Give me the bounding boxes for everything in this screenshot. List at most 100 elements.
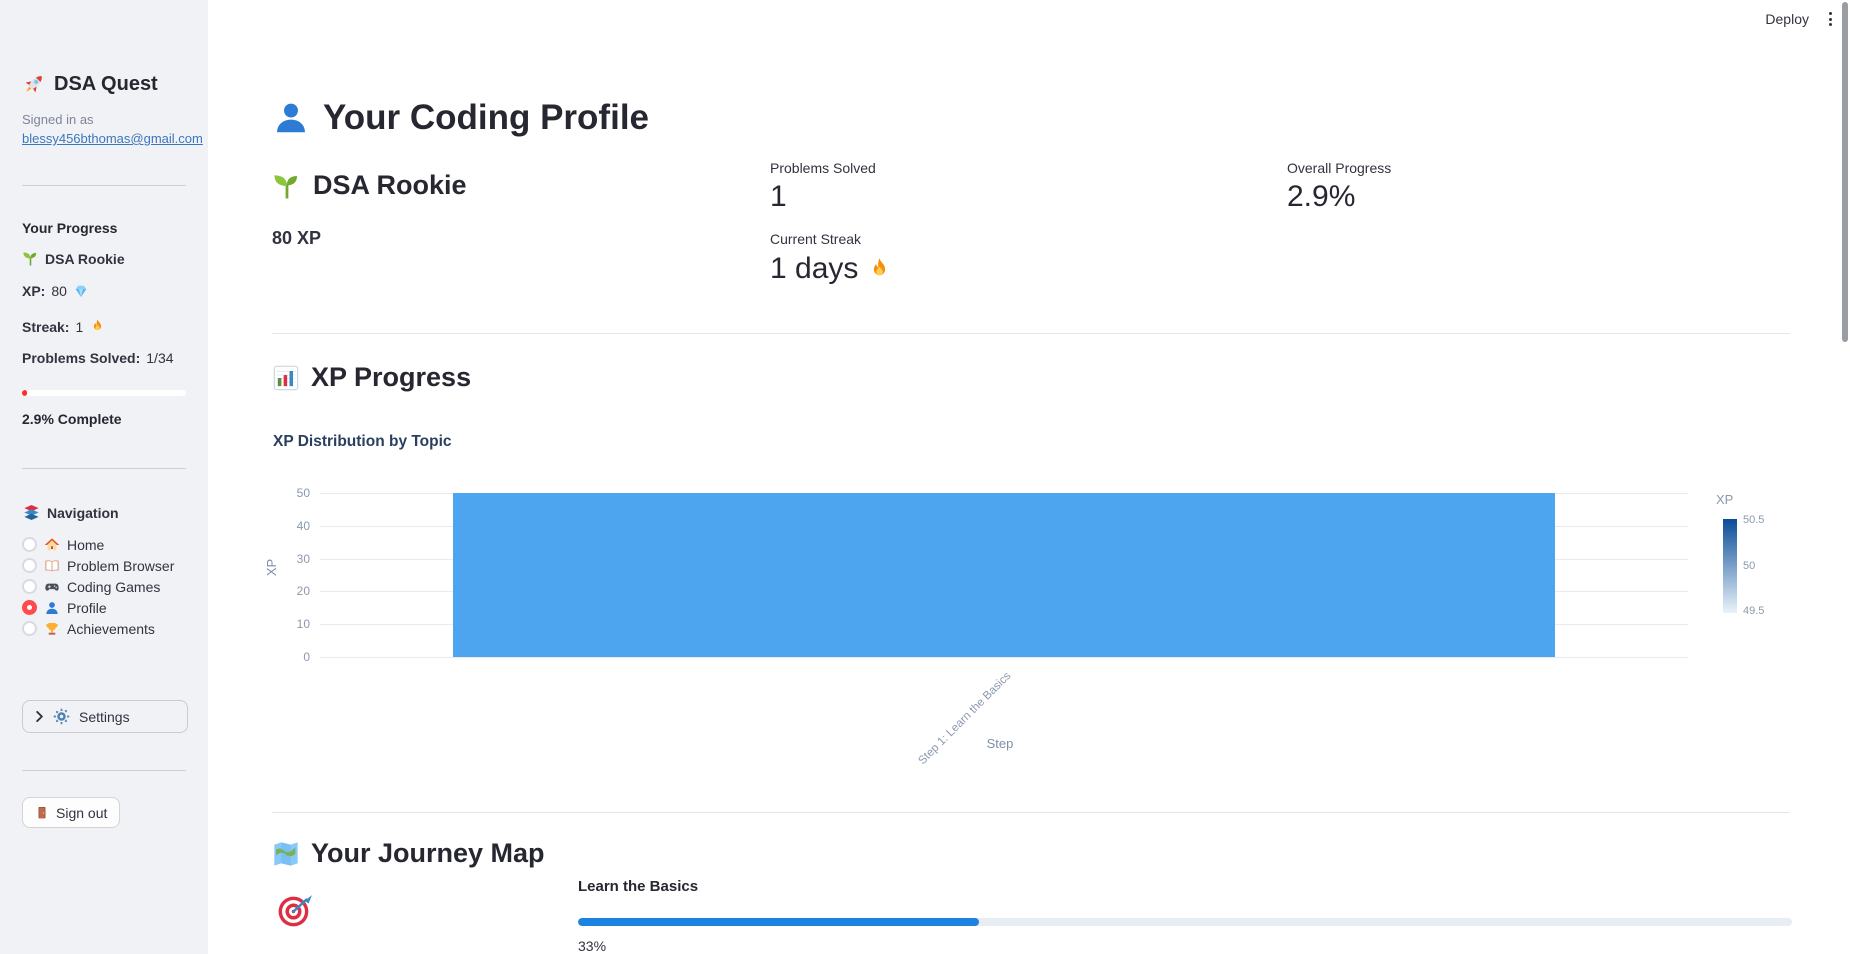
rank-row: DSA Rookie xyxy=(22,250,125,267)
gear-icon xyxy=(53,708,70,725)
seedling-icon xyxy=(272,171,302,201)
nav-item-label: Coding Games xyxy=(67,578,161,595)
open-book-icon xyxy=(44,558,60,574)
journey-progress-fill xyxy=(578,918,979,926)
sidebar-divider xyxy=(22,770,186,771)
streak-label: Streak: xyxy=(22,318,70,335)
progress-heading: Your Progress xyxy=(22,220,118,236)
section-divider xyxy=(272,812,1790,813)
sidebar-progress-bar xyxy=(22,390,186,396)
trophy-icon xyxy=(44,621,60,637)
radio-icon[interactable] xyxy=(22,579,37,594)
rank-title: DSA Rookie xyxy=(313,170,467,200)
xp-value: 80 xyxy=(51,283,67,299)
xp-label: XP: xyxy=(22,283,46,299)
sidebar-divider xyxy=(22,185,186,186)
y-tick-label: 20 xyxy=(296,584,310,599)
nav-item-label: Problem Browser xyxy=(67,557,175,574)
rocket-icon xyxy=(22,72,46,96)
settings-label: Settings xyxy=(79,708,130,725)
world-map-icon xyxy=(272,840,300,868)
chevron-right-icon xyxy=(35,711,44,722)
xp-bar[interactable] xyxy=(452,493,1556,657)
deploy-button[interactable]: Deploy xyxy=(1765,11,1809,27)
bar-chart-icon xyxy=(272,364,300,392)
streak-value: 1 xyxy=(75,318,84,335)
metric-value-problems: 1 xyxy=(770,180,787,213)
kebab-menu-icon[interactable] xyxy=(1825,8,1836,30)
home-icon xyxy=(44,537,60,553)
sidebar-item-home[interactable]: Home xyxy=(22,534,174,555)
fire-icon xyxy=(866,256,893,283)
y-tick-label: 40 xyxy=(296,518,310,533)
books-icon xyxy=(22,503,41,522)
rank-heading: DSA Rookie xyxy=(272,170,467,201)
settings-expander[interactable]: Settings xyxy=(22,700,188,733)
fire-icon xyxy=(89,318,106,335)
metric-value-overall: 2.9% xyxy=(1287,180,1356,213)
nav-item-label: Home xyxy=(67,536,105,553)
x-axis-title: Step xyxy=(986,736,1014,751)
xp-row: XP: 80 xyxy=(22,283,89,299)
problems-value: 1/34 xyxy=(146,350,174,366)
page-title: Your Coding Profile xyxy=(323,98,650,137)
xp-total: 80 XP xyxy=(272,228,322,248)
colorbar-gradient xyxy=(1723,519,1737,613)
section-divider xyxy=(272,333,1790,334)
sidebar: DSA Quest Signed in as blessy456bthomas@… xyxy=(0,0,208,954)
journey-title: Your Journey Map xyxy=(311,838,545,868)
rank-label: DSA Rookie xyxy=(45,250,125,267)
y-tick-label: 50 xyxy=(296,486,310,500)
colorbar-title: XP xyxy=(1716,492,1734,507)
app-toolbar: Deploy xyxy=(1765,8,1836,30)
journey-step-label: Learn the Basics xyxy=(578,878,699,895)
signed-in-label: Signed in as xyxy=(22,112,94,127)
vertical-scrollbar[interactable] xyxy=(1842,2,1848,342)
seedling-icon xyxy=(22,250,39,267)
metric-value-streak: 1 days xyxy=(770,252,893,286)
journey-pct-label: 33% xyxy=(578,938,607,954)
radio-icon[interactable] xyxy=(22,621,37,636)
nav-item-label: Profile xyxy=(67,599,107,616)
colorbar-tick: 49.5 xyxy=(1743,605,1765,617)
sidebar-item-achievements[interactable]: Achievements xyxy=(22,618,174,639)
radio-icon[interactable] xyxy=(22,600,37,615)
sign-out-button[interactable]: Sign out xyxy=(22,797,121,828)
page-header: Your Coding Profile xyxy=(272,98,649,138)
y-tick-label: 10 xyxy=(296,617,310,632)
streak-row: Streak: 1 xyxy=(22,318,106,335)
y-tick-label: 0 xyxy=(303,650,310,664)
y-tick-label: 30 xyxy=(296,551,310,566)
user-email-link[interactable]: blessy456bthomas@gmail.com xyxy=(22,131,203,146)
colorbar-tick: 50.5 xyxy=(1743,514,1765,526)
x-tick-label: Step 1: Learn the Basics xyxy=(916,670,1014,768)
chart-title: XP Distribution by Topic xyxy=(273,433,452,450)
journey-progress-bar xyxy=(578,918,1792,926)
radio-icon[interactable] xyxy=(22,537,37,552)
app-title: DSA Quest xyxy=(54,72,158,95)
sidebar-item-coding-games[interactable]: Coding Games xyxy=(22,576,174,597)
app-brand: DSA Quest xyxy=(22,72,158,96)
gem-icon xyxy=(73,283,89,299)
sidebar-divider xyxy=(22,468,186,469)
problems-row: Problems Solved: 1/34 xyxy=(22,350,174,366)
nav-item-label: Achievements xyxy=(67,620,155,637)
journey-heading: Your Journey Map xyxy=(272,838,545,869)
streak-value-text: 1 days xyxy=(770,252,859,285)
sidebar-item-problem-browser[interactable]: Problem Browser xyxy=(22,555,174,576)
radio-icon[interactable] xyxy=(22,558,37,573)
xp-section-heading: XP Progress xyxy=(272,362,471,393)
navigation-list: Home Problem Browser Coding Games xyxy=(22,534,174,639)
metric-label-problems: Problems Solved xyxy=(770,160,876,176)
navigation-heading-row: Navigation xyxy=(22,503,119,522)
xp-chart[interactable]: XP Distribution by Topic XP Step 1: Lear… xyxy=(264,430,1772,775)
door-icon xyxy=(35,805,49,820)
game-controller-icon xyxy=(44,579,60,595)
xp-section-title: XP Progress xyxy=(311,362,472,392)
sidebar-item-profile[interactable]: Profile xyxy=(22,597,174,618)
problems-label: Problems Solved: xyxy=(22,350,141,366)
sidebar-progress-fill xyxy=(22,390,27,396)
y-gridline xyxy=(320,657,1688,658)
navigation-heading: Navigation xyxy=(47,504,119,521)
complete-text: 2.9% Complete xyxy=(22,411,122,427)
